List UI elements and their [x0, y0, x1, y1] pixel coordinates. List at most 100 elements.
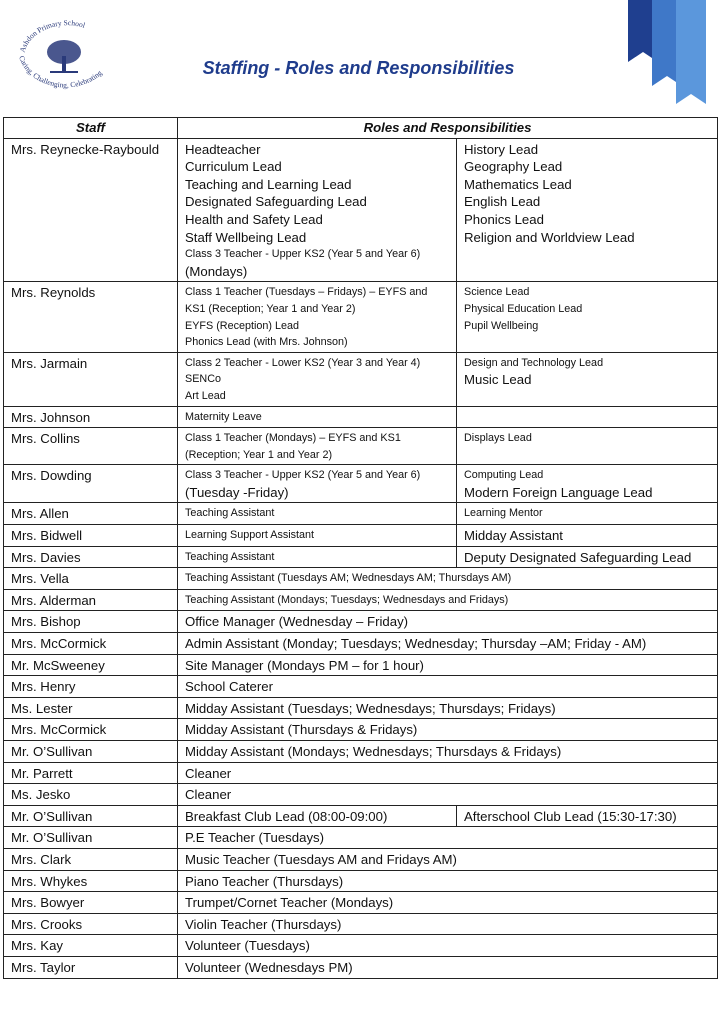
role-line: Art Lead — [185, 389, 226, 402]
staff-name: Mrs. Dowding — [3, 464, 178, 504]
staff-name: Mrs. Davies — [3, 545, 178, 569]
roles-cell: Teaching Assistant (Tuesdays AM; Wednesd… — [177, 567, 718, 590]
roles-cell: Cleaner — [177, 783, 718, 806]
role-line: KS1 (Reception; Year 1 and Year 2) — [185, 302, 356, 315]
roles-cell: P.E Teacher (Tuesdays) — [177, 826, 718, 849]
roles-cell: Teaching Assistant — [177, 545, 457, 569]
role-line: History Lead — [464, 141, 539, 157]
role-line: Trumpet/Cornet Teacher (Mondays) — [185, 895, 394, 911]
staff-name: Mrs. McCormick — [3, 632, 178, 655]
staff-name: Mrs. Henry — [3, 675, 178, 698]
roles-cell — [456, 405, 718, 429]
roles-cell: Trumpet/Cornet Teacher (Mondays) — [177, 891, 718, 914]
staff-row: Mrs. Kay Volunteer (Tuesdays) — [3, 934, 718, 957]
role-line: English Lead — [464, 194, 541, 210]
staff-row: Mrs. Reynolds Class 1 Teacher (Tuesdays –… — [3, 281, 718, 353]
staff-name: Mr. McSweeney — [3, 653, 178, 677]
role-line: Cleaner — [185, 787, 232, 803]
staff-name: Mrs. Vella — [3, 567, 178, 590]
column-header: Roles and Responsibilities — [177, 117, 718, 139]
staff-row: Mrs. Dowding Class 3 Teacher - Upper KS2 … — [3, 464, 718, 504]
staff-name: Mrs. Reynolds — [3, 281, 178, 353]
staff-name: Mrs. Taylor — [3, 955, 178, 979]
tree-icon — [47, 40, 81, 73]
role-line: Volunteer (Tuesdays) — [185, 938, 310, 954]
role-line: EYFS (Reception) Lead — [185, 319, 300, 332]
role-line: Geography Lead — [464, 159, 563, 175]
staff-row: Ms. Jesko Cleaner — [3, 783, 718, 806]
role-line: Music Teacher (Tuesdays AM and Fridays A… — [185, 851, 457, 867]
staff-row: Mrs. Whykes Piano Teacher (Thursdays) — [3, 869, 718, 893]
staff-row: Mrs. Collins Class 1 Teacher (Mondays) – … — [3, 427, 718, 466]
role-line: Physical Education Lead — [464, 302, 583, 315]
role-line: Breakfast Club Lead (08:00-09:00) — [185, 808, 388, 824]
role-line: Deputy Designated Safeguarding Lead — [464, 549, 692, 565]
roles-cell: Teaching Assistant — [177, 502, 457, 526]
header-row: Staff Roles and Responsibilities — [3, 117, 718, 139]
roles-cell: Music Teacher (Tuesdays AM and Fridays A… — [177, 847, 718, 871]
role-line: Religion and Worldview Lead — [464, 229, 635, 245]
school-logo: Ashdon Primary School Caring, Challengin… — [17, 18, 104, 89]
role-line: Class 3 Teacher - Upper KS2 (Year 5 and … — [185, 248, 421, 261]
role-line: Midday Assistant — [464, 528, 563, 544]
staff-name: Mrs. Jarmain — [3, 351, 178, 407]
role-line: SENCo — [185, 373, 222, 386]
staff-row: Mrs. McCormick Admin Assistant (Monday; T… — [3, 632, 718, 655]
staff-name: Mrs. Bishop — [3, 610, 178, 634]
staff-row: Mr. Parrett Cleaner — [3, 761, 718, 785]
roles-cell: Learning Support Assistant — [177, 524, 457, 547]
role-line: Afterschool Club Lead (15:30-17:30) — [464, 808, 677, 824]
role-line: Pupil Wellbeing — [464, 319, 539, 332]
role-line: Piano Teacher (Thursdays) — [185, 873, 344, 889]
roles-cell: Deputy Designated Safeguarding Lead — [456, 545, 718, 569]
role-line: P.E Teacher (Tuesdays) — [185, 830, 325, 846]
column-header: Staff — [3, 117, 178, 139]
staff-name: Ms. Jesko — [3, 783, 178, 806]
staff-row: Mrs. Bidwell Learning Support Assistant Mi… — [3, 524, 718, 547]
roles-cell: Volunteer (Wednesdays PM) — [177, 955, 718, 979]
staff-row: Mr. O’Sullivan Midday Assistant (Mondays;… — [3, 740, 718, 763]
role-line: Teaching Assistant — [185, 507, 275, 520]
role-line: Learning Mentor — [464, 507, 543, 520]
roles-cell: Midday Assistant (Mondays; Wednesdays; T… — [177, 740, 718, 763]
role-line: School Caterer — [185, 679, 273, 695]
staff-row: Mrs. Crooks Violin Teacher (Thursdays) — [3, 912, 718, 936]
roles-cell: Midday Assistant (Thursdays & Fridays) — [177, 718, 718, 741]
corner-ribbon — [628, 0, 706, 104]
roles-cell: School Caterer — [177, 675, 718, 698]
staff-row: Mrs. McCormick Midday Assistant (Thursday… — [3, 718, 718, 741]
roles-cell: Learning Mentor — [456, 502, 718, 526]
role-line: Class 1 Teacher (Mondays) – EYFS and KS1 — [185, 432, 401, 445]
staff-name: Mr. Parrett — [3, 761, 178, 785]
staff-name: Mrs. Johnson — [3, 405, 178, 429]
staff-name: Mrs. Kay — [3, 934, 178, 957]
roles-cell: Violin Teacher (Thursdays) — [177, 912, 718, 936]
staff-row: Mr. O’Sullivan Breakfast Club Lead (08:00… — [3, 804, 718, 828]
role-line: Staff Wellbeing Lead — [185, 229, 307, 245]
staff-row: Mrs. Vella Teaching Assistant (Tuesdays A… — [3, 567, 718, 590]
roles-cell: Volunteer (Tuesdays) — [177, 934, 718, 957]
staff-row: Mr. O’Sullivan P.E Teacher (Tuesdays) — [3, 826, 718, 849]
role-line: Curriculum Lead — [185, 159, 282, 175]
role-line: Cleaner — [185, 765, 232, 781]
roles-cell: Computing Lead Modern Foreign Language Le… — [456, 464, 718, 504]
staff-row: Mrs. Taylor Volunteer (Wednesdays PM) — [3, 955, 718, 979]
staff-name: Mrs. Allen — [3, 502, 178, 526]
role-line: Midday Assistant (Tuesdays; Wednesdays; … — [185, 700, 556, 716]
role-line: Class 2 Teacher - Lower KS2 (Year 3 and … — [185, 356, 421, 369]
roles-cell: Cleaner — [177, 761, 718, 785]
staff-table: Staff Roles and Responsibilities Mrs. Re… — [3, 117, 718, 979]
staff-row: Mrs. Davies Teaching Assistant Deputy Desi… — [3, 545, 718, 569]
role-line: Designated Safeguarding Lead — [185, 194, 367, 210]
role-line: (Mondays) — [185, 263, 248, 279]
role-line: Music Lead — [464, 372, 532, 388]
roles-cell: Midday Assistant — [456, 524, 718, 547]
role-line: Learning Support Assistant — [185, 529, 315, 542]
role-line: Health and Safety Lead — [185, 211, 323, 227]
staff-row: Mrs. Bowyer Trumpet/Cornet Teacher (Monda… — [3, 891, 718, 914]
roles-cell: Design and Technology Lead Music Lead — [456, 351, 718, 407]
roles-cell: Admin Assistant (Monday; Tuesdays; Wedne… — [177, 632, 718, 655]
role-line: Class 1 Teacher (Tuesdays – Fridays) – E… — [185, 286, 428, 299]
role-line: Headteacher — [185, 141, 261, 157]
